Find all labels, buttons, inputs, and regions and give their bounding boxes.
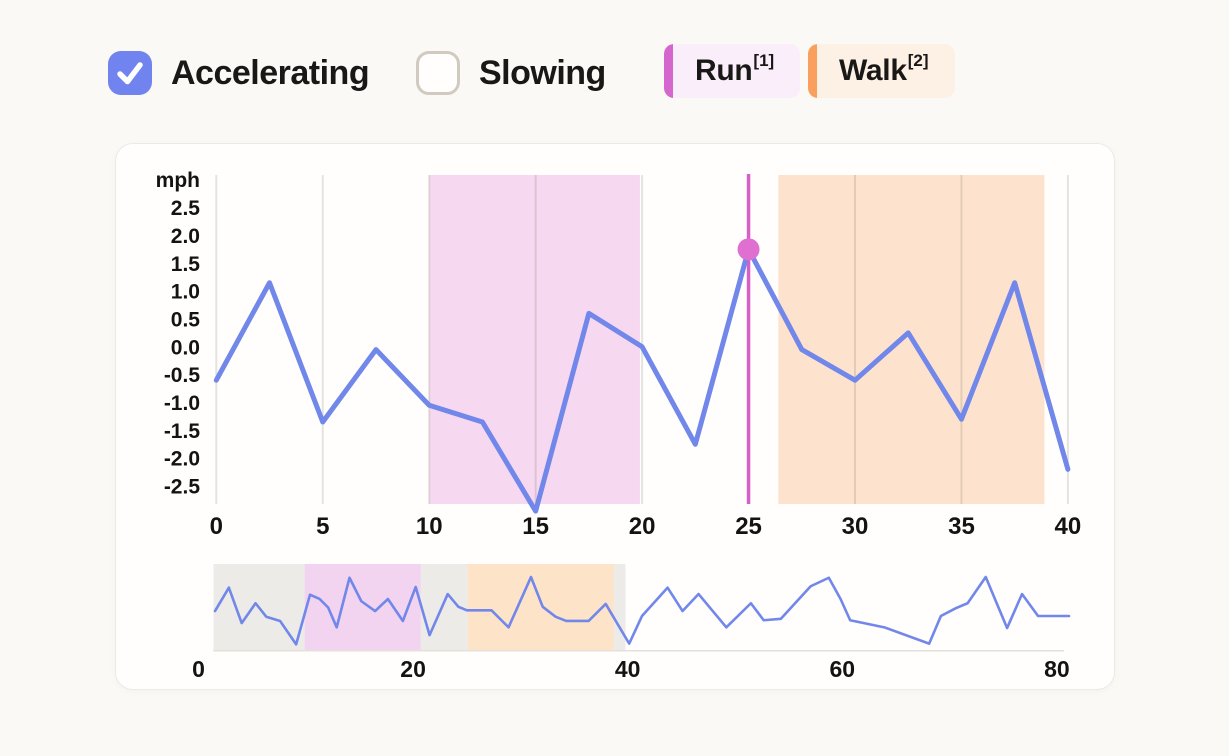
legend-walk-label: Walk [839, 54, 907, 87]
legend-run-superscript: [1] [753, 51, 775, 70]
main-chart[interactable]: mph 2.5 2.0 1.5 1.0 0.5 0.0 -0.5 -1.0 -1.5 -2.0 -2.… [156, 169, 1082, 540]
accelerating-checkbox[interactable] [108, 51, 152, 95]
x-tick-label: 10 [416, 513, 443, 540]
run-accent-bar-icon [664, 44, 673, 98]
slowing-label: Slowing [479, 54, 606, 92]
x-tick-label: 35 [948, 513, 975, 540]
overview-series-line [213, 575, 1071, 646]
x-tick-label: 40 [1055, 513, 1082, 540]
x-tick-label: 15 [522, 513, 549, 540]
checkmark-icon [117, 62, 143, 85]
y-tick-label: 1.5 [171, 253, 201, 276]
main-run-region [429, 175, 640, 504]
checkbox-group-accelerating[interactable]: Accelerating [108, 51, 370, 95]
walk-accent-bar-icon [808, 44, 817, 98]
y-tick-label: 0.0 [171, 336, 200, 359]
x-tick-label: 20 [629, 513, 656, 540]
overview-x-tick-label: 40 [615, 656, 641, 682]
x-tick-label: 5 [316, 513, 329, 540]
legend-run-badge: Run [1] [664, 44, 801, 98]
overview-walk-region [467, 564, 614, 650]
y-tick-label: -1.0 [164, 392, 200, 415]
legend-walk-badge: Walk [2] [808, 44, 955, 98]
overview-chart[interactable]: 0 20 40 60 80 [192, 564, 1071, 682]
y-tick-label: -2.5 [164, 476, 201, 499]
y-tick-label: -2.0 [164, 448, 200, 471]
overview-x-tick-label: 80 [1044, 656, 1070, 682]
accelerating-label: Accelerating [171, 54, 370, 92]
legend-walk-superscript: [2] [907, 51, 929, 70]
x-tick-label: 30 [842, 513, 869, 540]
y-tick-label: 2.5 [171, 197, 201, 220]
y-tick-label: -1.5 [164, 420, 201, 443]
legend-run-label: Run [695, 54, 753, 87]
slowing-checkbox[interactable] [416, 51, 460, 95]
top-toolbar: Accelerating Slowing Run [1] Walk [2] [0, 0, 1229, 120]
y-tick-label: -0.5 [164, 364, 201, 387]
x-tick-label: 25 [735, 513, 762, 540]
overview-x-tick-label: 20 [400, 656, 426, 682]
overview-x-tick-label: 0 [192, 656, 205, 682]
chart-card: mph 2.5 2.0 1.5 1.0 0.5 0.0 -0.5 -1.0 -1.5 -2.0 -2.… [115, 143, 1115, 690]
y-tick-label: 0.5 [171, 308, 201, 331]
main-series-line [213, 246, 1071, 514]
overview-x-tick-label: 60 [830, 656, 856, 682]
speed-charts-svg[interactable]: mph 2.5 2.0 1.5 1.0 0.5 0.0 -0.5 -1.0 -1.5 -2.0 -2.… [116, 144, 1116, 691]
y-tick-label: 1.0 [171, 281, 200, 304]
marker-dot[interactable] [737, 238, 760, 261]
overview-run-region [304, 564, 421, 650]
x-tick-label: 0 [210, 513, 223, 540]
y-tick-label: 2.0 [171, 225, 200, 248]
y-axis-unit-label: mph [156, 169, 200, 192]
checkbox-group-slowing[interactable]: Slowing [416, 51, 606, 95]
